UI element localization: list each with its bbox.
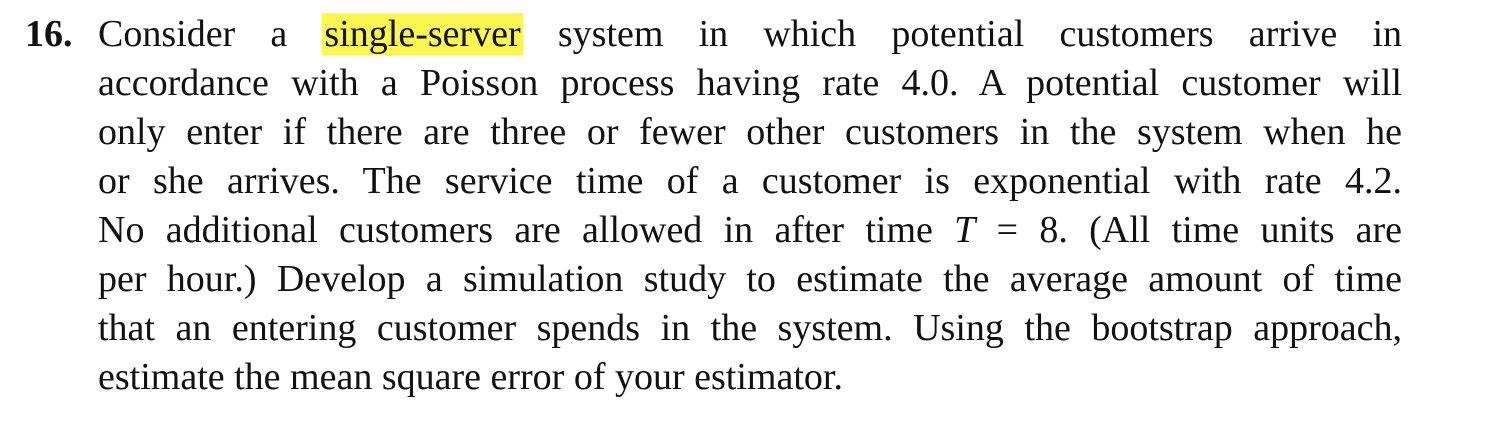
- text-line: that an entering customer spends in the …: [98, 306, 1402, 350]
- text: estimate the mean square error of your e…: [98, 356, 843, 398]
- text: No additional customers are allowed in a…: [98, 209, 933, 251]
- text: or she arrives. The service time of a cu…: [98, 160, 1402, 202]
- text-line: or she arrives. The service time of a cu…: [98, 159, 1402, 203]
- highlighted-text: single-server: [322, 13, 523, 55]
- text: per hour.) Develop a simulation study to…: [98, 258, 1402, 300]
- text-line: per hour.) Develop a simulation study to…: [98, 257, 1402, 301]
- text: system in which potential customers arri…: [557, 13, 1403, 55]
- text: only enter if there are three or fewer o…: [98, 111, 1402, 153]
- text: Consider a: [98, 13, 288, 55]
- text-line: estimate the mean square error of your e…: [98, 355, 1402, 399]
- problem-number: 16.: [25, 13, 73, 55]
- text: accordance with a Poisson process having…: [98, 62, 1402, 104]
- text-line: Consider a single-server system in which…: [98, 12, 1402, 56]
- text: =: [996, 209, 1019, 251]
- math-variable: T: [954, 209, 976, 251]
- text: that an entering customer spends in the …: [98, 307, 1402, 349]
- text-line: only enter if there are three or fewer o…: [98, 110, 1402, 154]
- text: 8. (All time units are: [1039, 209, 1403, 251]
- text-line: No additional customers are allowed in a…: [98, 208, 1402, 252]
- text-line: accordance with a Poisson process having…: [98, 61, 1402, 105]
